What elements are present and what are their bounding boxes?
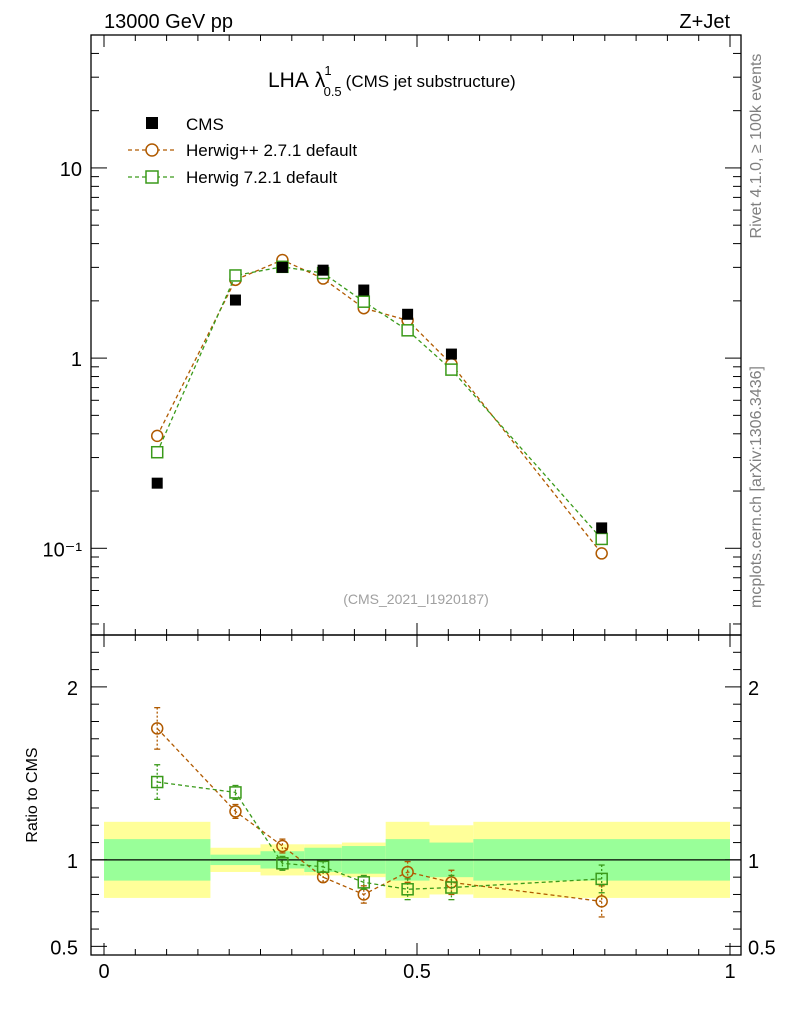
ratio-point-2 xyxy=(316,860,330,874)
series-point-2 xyxy=(229,269,242,282)
series-point-2 xyxy=(401,324,414,337)
analysis-tag: (CMS_2021_I1920187) xyxy=(343,591,489,607)
x-tick-label: 0.5 xyxy=(403,961,431,983)
ratio-point-1 xyxy=(401,865,414,879)
ratio-line-2 xyxy=(157,781,602,890)
cms-data-point xyxy=(151,477,163,489)
ratio-y-tick-label-right: 0.5 xyxy=(748,937,776,959)
ratio-y-tick-label: 0.5 xyxy=(50,937,78,959)
cms-data-point xyxy=(358,284,370,296)
series-point-1 xyxy=(595,547,608,560)
ratio-point-1 xyxy=(276,839,289,853)
cms-data-point xyxy=(317,264,329,276)
series-point-2 xyxy=(595,532,608,546)
ratio-y-tick-label-right: 1 xyxy=(748,851,759,873)
legend-marker-herwigpp xyxy=(145,143,159,157)
cms-data-point xyxy=(276,261,288,273)
plot-title-sup: 1 xyxy=(324,63,331,78)
legend-marker-cms xyxy=(146,117,158,129)
y-tick-label: 10⁻¹ xyxy=(43,539,83,561)
ratio-ylabel: Ratio to CMS xyxy=(24,747,41,842)
legend-label-cms: CMS xyxy=(186,115,224,134)
ratio-point-1 xyxy=(150,722,164,735)
y-tick-label: 1 xyxy=(71,349,82,371)
header-left: 13000 GeV pp xyxy=(104,11,233,33)
legend-label-herwig7: Herwig 7.2.1 default xyxy=(186,168,337,187)
cms-data-point xyxy=(445,348,457,360)
legend-label-herwigpp: Herwig++ 2.7.1 default xyxy=(186,141,357,160)
ratio-point-1 xyxy=(229,805,242,818)
ratio-point-2 xyxy=(595,872,608,886)
y-tick-label: 10 xyxy=(60,159,82,181)
series-line-2 xyxy=(156,266,603,540)
cms-data-point xyxy=(596,522,608,534)
legend-marker-herwig7 xyxy=(145,170,159,184)
ratio-point-2 xyxy=(401,883,414,896)
ratio-point-2 xyxy=(445,881,458,894)
series-point-2 xyxy=(445,363,458,376)
plot-title-symbol: λ xyxy=(315,69,326,92)
series-point-2 xyxy=(357,295,371,308)
ratio-point-1 xyxy=(316,870,330,884)
x-tick-label: 0 xyxy=(98,961,109,983)
series-point-1 xyxy=(150,429,164,443)
side-label-mcplots: mcplots.cern.ch [arXiv:1306.3436] xyxy=(748,366,765,608)
ratio-point-2 xyxy=(229,786,242,799)
ratio-point-1 xyxy=(357,888,371,901)
side-label-rivet: Rivet 4.1.0, ≥ 100k events xyxy=(748,54,765,239)
plot-subtitle: (CMS jet substructure) xyxy=(346,72,516,91)
ratio-point-2 xyxy=(276,857,289,870)
ratio-y-tick-label-right: 2 xyxy=(748,678,759,700)
header-right: Z+Jet xyxy=(679,11,730,33)
cms-data-point xyxy=(402,308,414,320)
plot-title-sub: 0.5 xyxy=(324,84,342,99)
ratio-point-2 xyxy=(150,775,164,789)
ratio-point-2 xyxy=(357,876,371,889)
ratio-line-1 xyxy=(156,727,602,903)
ratio-y-tick-label: 2 xyxy=(67,678,78,700)
ratio-frame xyxy=(90,634,742,956)
series-point-2 xyxy=(150,445,164,459)
ratio-y-tick-label: 1 xyxy=(67,851,78,873)
series-line-1 xyxy=(156,259,603,554)
x-tick-label: 1 xyxy=(724,961,735,983)
plot-title-main: LHA xyxy=(268,69,309,92)
ratio-point-1 xyxy=(595,895,608,908)
main-panel: 10⁻¹ 1 10 xyxy=(43,34,742,636)
ratio-panel: 0 0.5 1 0.5 0.5 1 1 2 2 xyxy=(50,634,776,983)
legend: CMS Herwig++ 2.7.1 default Herwig 7.2.1 … xyxy=(128,115,357,187)
cms-data-point xyxy=(229,294,241,306)
plot-title: LHA λ1 0.5 (CMS jet substructure) xyxy=(268,63,516,99)
